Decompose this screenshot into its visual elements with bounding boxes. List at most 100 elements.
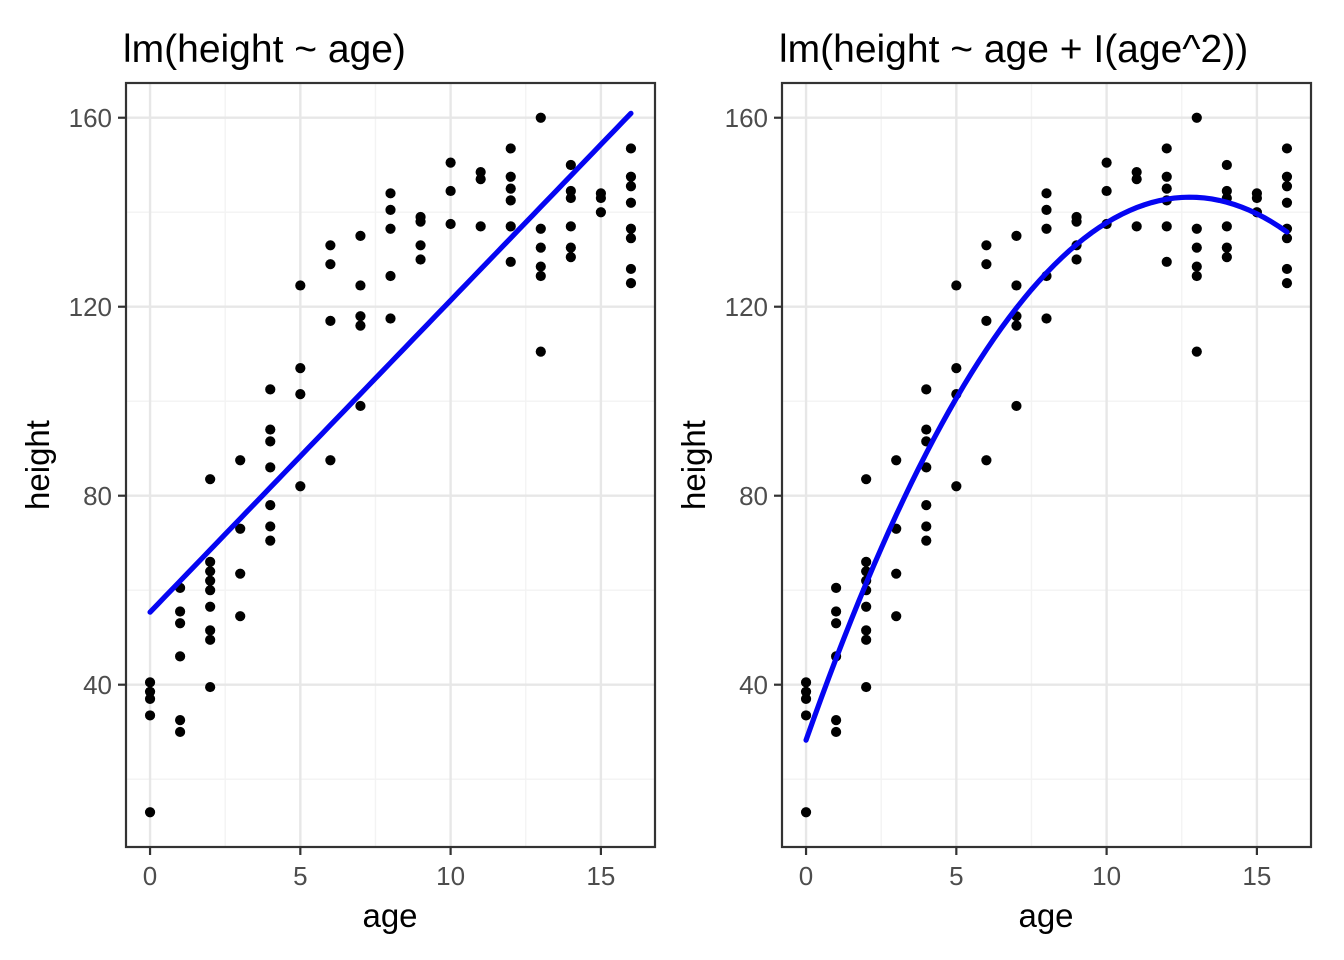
data-point (205, 575, 216, 586)
y-tick-label: 160 (68, 102, 112, 133)
data-point (295, 389, 306, 400)
data-point (831, 726, 842, 738)
data-point (1101, 157, 1112, 168)
data-point (921, 424, 932, 435)
data-point (951, 363, 962, 374)
data-point (951, 481, 962, 492)
data-point (265, 500, 276, 511)
data-point (1041, 313, 1052, 324)
data-point (861, 556, 872, 567)
panel-border (780, 81, 1313, 849)
data-point (1281, 143, 1293, 154)
data-point (1251, 192, 1262, 204)
data-point (205, 474, 216, 485)
data-point (205, 566, 216, 577)
data-point (1131, 221, 1142, 232)
data-point (235, 455, 246, 466)
data-point (625, 277, 637, 289)
data-point (1071, 216, 1082, 227)
data-point (981, 259, 992, 270)
data-point (800, 710, 812, 721)
data-point (1281, 181, 1293, 192)
data-point (445, 185, 456, 197)
axis-ticks (118, 116, 602, 855)
data-point (1011, 400, 1022, 412)
data-point (921, 500, 932, 511)
data-point (415, 254, 426, 265)
data-point (625, 263, 637, 275)
data-point (325, 315, 336, 326)
data-point (475, 174, 486, 185)
data-point (800, 693, 812, 704)
data-point (1191, 242, 1202, 253)
data-point (355, 320, 366, 331)
data-point (1281, 197, 1293, 208)
data-point (565, 221, 576, 232)
x-tick-label: 5 (293, 861, 308, 891)
data-point (565, 252, 576, 263)
scatter-points (800, 112, 1293, 818)
data-point (505, 143, 516, 154)
data-point (1161, 183, 1172, 194)
data-point (1011, 280, 1022, 291)
y-tick-label: 160 (724, 102, 768, 133)
data-point (831, 582, 842, 593)
y-tick-label: 80 (739, 480, 768, 511)
data-point (1161, 256, 1172, 267)
data-point (505, 195, 516, 206)
x-tick-label: 15 (1242, 861, 1272, 891)
data-point (831, 715, 842, 726)
data-point (235, 523, 246, 534)
data-point (385, 188, 396, 199)
x-tick-label: 0 (142, 861, 158, 891)
data-point (535, 112, 546, 123)
data-point (1131, 174, 1142, 185)
data-point (1161, 143, 1172, 154)
data-point (595, 207, 606, 218)
data-point (445, 157, 456, 168)
data-point (891, 455, 902, 466)
data-point (625, 143, 637, 154)
data-point (921, 521, 932, 532)
x-tick-label: 5 (949, 861, 964, 891)
data-point (1041, 223, 1052, 234)
data-point (1191, 346, 1202, 357)
data-point (800, 677, 812, 688)
data-point (625, 181, 637, 192)
data-point (235, 568, 246, 579)
data-point (175, 618, 186, 629)
grid-minor (782, 83, 1311, 847)
data-point (1191, 270, 1202, 282)
data-point (144, 693, 156, 704)
data-point (861, 601, 872, 612)
data-point (325, 259, 336, 270)
data-point (1281, 277, 1293, 289)
data-point (415, 240, 426, 251)
data-point (1191, 223, 1202, 234)
data-point (385, 223, 396, 234)
right-plot-title: lm(height ~ age + I(age^2)) (779, 28, 1249, 71)
data-point (861, 681, 872, 693)
data-point (205, 601, 216, 612)
data-point (445, 218, 456, 230)
data-point (1131, 166, 1142, 178)
data-point (861, 474, 872, 485)
data-point (505, 221, 516, 232)
data-point (175, 651, 186, 662)
data-point (831, 606, 842, 617)
x-tick-label: 10 (1092, 861, 1122, 891)
y-tick-label: 40 (739, 669, 768, 700)
data-point (595, 192, 606, 204)
data-point (951, 280, 962, 291)
data-point (981, 240, 992, 251)
data-point (800, 686, 812, 697)
data-point (861, 634, 872, 645)
data-point (535, 270, 546, 282)
data-point (1281, 263, 1293, 275)
data-point (144, 807, 156, 818)
data-point (385, 313, 396, 324)
x-tick-label: 0 (798, 861, 814, 891)
data-point (1221, 159, 1232, 171)
data-point (505, 183, 516, 194)
data-point (535, 346, 546, 357)
